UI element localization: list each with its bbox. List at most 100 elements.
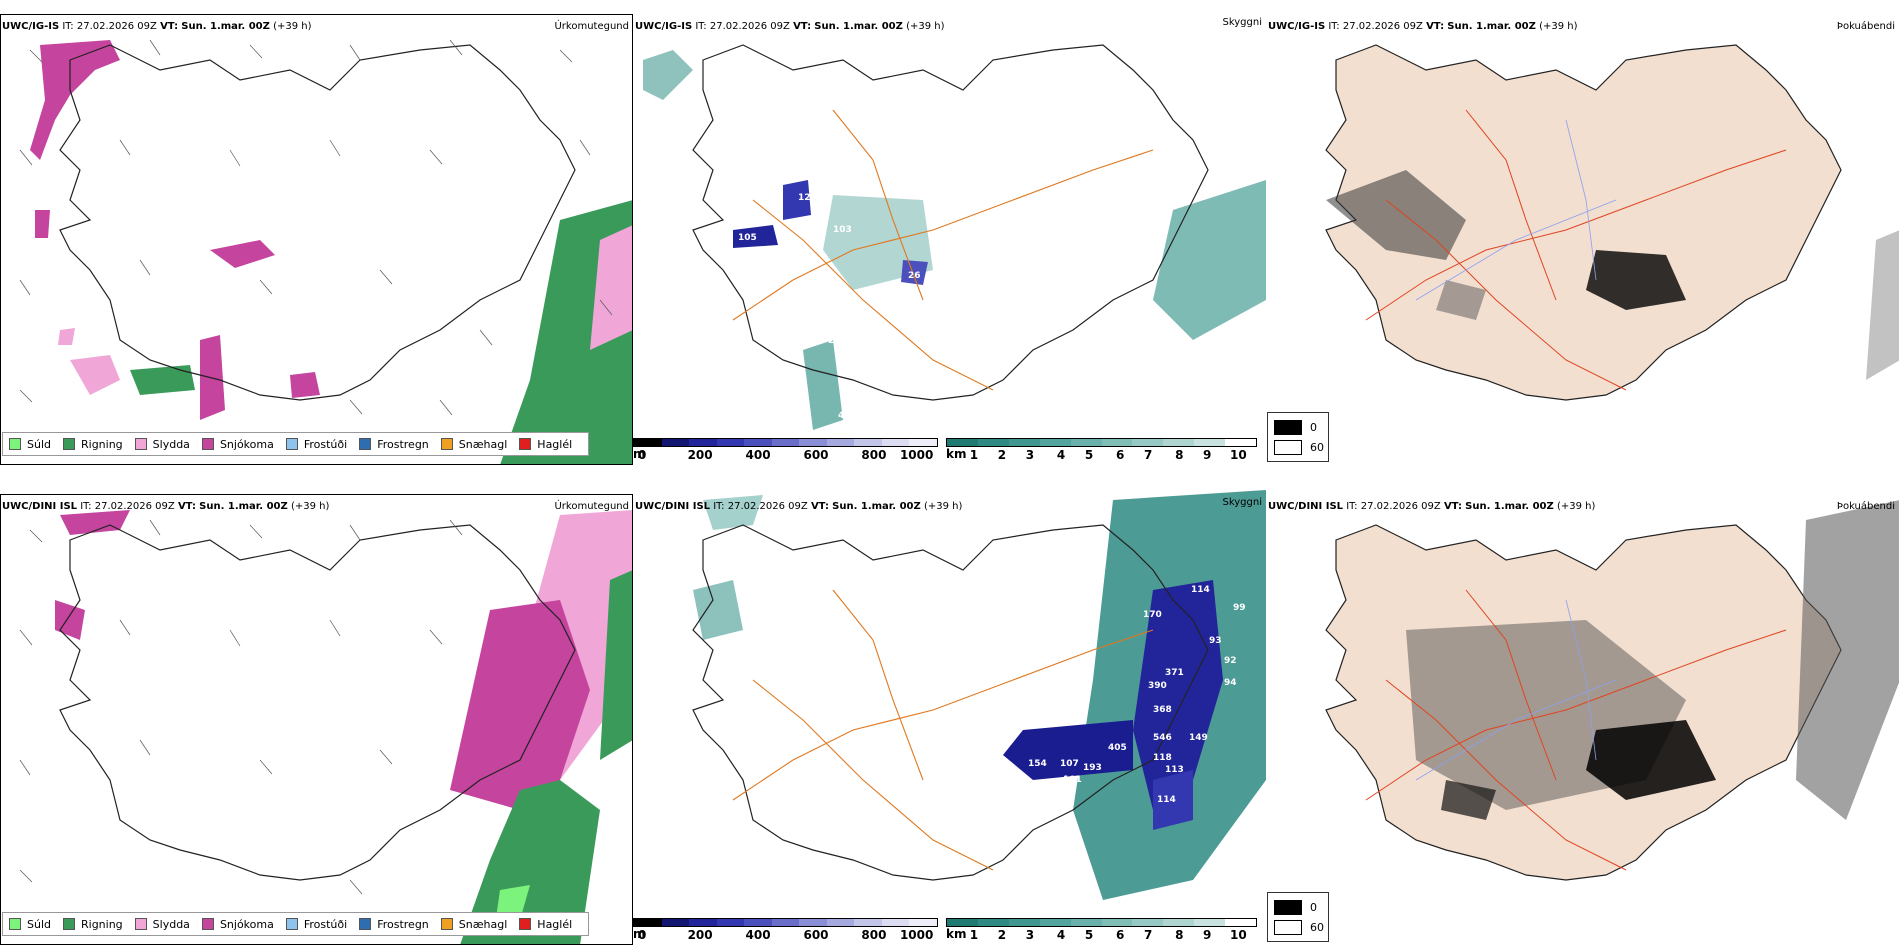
legend-item: Frostregn	[359, 438, 429, 451]
legend-swatch	[519, 918, 532, 930]
tick-label: 1	[969, 928, 979, 942]
tick-label: 600	[803, 448, 829, 462]
fog-key-swatch	[1274, 419, 1302, 435]
legend-label: Haglél	[537, 437, 573, 451]
ceiling-label: 22	[828, 336, 841, 346]
fog-key-label: 60	[1310, 440, 1324, 454]
ceiling-label: 114	[1157, 795, 1176, 805]
legend-item: Haglél	[519, 438, 572, 451]
fog-key-label: 0	[1310, 900, 1317, 914]
legend-label: Rigning	[81, 437, 123, 451]
ceiling-label: 193	[1083, 763, 1102, 773]
fog-key-label: 60	[1310, 920, 1324, 934]
ceiling-unit: m	[633, 447, 646, 461]
ceiling-labels: 12 103 105 98 26 22 18 44	[721, 193, 921, 421]
legend-swatch	[134, 438, 147, 450]
ceiling-label: 93	[1209, 636, 1222, 646]
tick-label: 9	[1203, 448, 1212, 462]
tick-label: 8	[1175, 448, 1184, 462]
legend-label: Slydda	[152, 917, 190, 931]
tick-label: 10	[1229, 448, 1247, 462]
legend-item: Frostúði	[285, 438, 347, 451]
legend-item: Súld	[9, 438, 51, 451]
tick-label: 0	[637, 928, 647, 942]
ceiling-colorbar-ticks: 0 200 400 600 800 1000	[633, 447, 938, 462]
legend-label: Haglél	[537, 917, 573, 931]
precip-map-row2[interactable]	[0, 480, 633, 945]
legend-label: Frostregn	[377, 917, 429, 931]
legend-swatch	[359, 438, 372, 450]
ceiling-label: 390	[1148, 681, 1167, 691]
tick-label: 5	[1084, 448, 1094, 462]
panel-header: UWC/DINI ISL IT: 27.02.2026 09Z VT: Sun.…	[1268, 501, 1596, 512]
tick-label: 7	[1143, 928, 1153, 942]
tick-label: 3	[1025, 448, 1035, 462]
ceiling-label: 405	[1108, 743, 1127, 753]
panel-title: Þokuábendi	[1836, 21, 1895, 32]
tick-label: 9	[1203, 928, 1212, 942]
legend-item: Rigning	[63, 918, 123, 931]
precip-type-panel-row1: UWC/IG-IS IT: 27.02.2026 09Z VT: Sun. 1.…	[0, 0, 633, 465]
tick-label: 200	[687, 448, 713, 462]
fog-map-row2[interactable]	[1266, 480, 1899, 945]
ceiling-label: 18	[721, 393, 734, 403]
fog-key-row2: 0 60	[1267, 892, 1329, 942]
ceiling-label: 170	[1143, 610, 1162, 620]
legend-item: Snjókoma	[201, 438, 274, 451]
legend-item: Rigning	[63, 438, 123, 451]
legend-label: Rigning	[81, 917, 123, 931]
ceiling-label: 368	[1153, 705, 1172, 715]
legend-item: Slydda	[134, 438, 190, 451]
ceiling-labels: 114 99 170 93 92 94 390 371 368 546 149 …	[1028, 585, 1246, 805]
legend-swatch	[201, 918, 214, 930]
legend-item: Frostregn	[359, 918, 429, 931]
ceiling-label: 101	[1063, 775, 1082, 785]
tick-label: 2	[997, 928, 1007, 942]
ceiling-label: 103	[833, 225, 852, 235]
tick-label: 4	[1056, 928, 1066, 942]
legend-label: Snæhagl	[458, 917, 508, 931]
legend-label: Snjókoma	[219, 917, 274, 931]
ceiling-label: 154	[1028, 759, 1047, 769]
legend-swatch	[285, 438, 298, 450]
visibility-colorbar-scale	[946, 918, 1257, 927]
legend-swatch	[9, 918, 21, 930]
fog-key-swatch	[1274, 899, 1302, 915]
tick-label: 6	[1115, 448, 1125, 462]
tick-label: 800	[861, 928, 887, 942]
tick-label: 1000	[899, 928, 934, 942]
tick-label: 400	[745, 928, 771, 942]
precip-legend: Súld Rigning Slydda Snjókoma Frostúði Fr…	[2, 432, 590, 456]
legend-swatch	[63, 438, 75, 450]
visibility-colorbar-ticks: 1 2 3 4 5 6 7 8 9 10	[946, 447, 1257, 462]
ceiling-label: 99	[1233, 603, 1246, 613]
fog-key-item: 0	[1274, 417, 1328, 437]
fog-key-item: 60	[1274, 437, 1328, 457]
ceiling-colorbar-scale	[633, 918, 938, 927]
panel-title: Skyggni	[1222, 17, 1262, 28]
legend-item: Snæhagl	[440, 917, 508, 931]
tick-label: 400	[745, 448, 771, 462]
cloud-map-row2[interactable]: 114 99 170 93 92 94 390 371 368 546 149 …	[633, 480, 1266, 945]
tick-label: 600	[803, 928, 829, 942]
cloud-map-row1[interactable]: 12 103 105 98 26 22 18 44	[633, 0, 1266, 465]
ceiling-label: 12	[798, 193, 811, 203]
legend-swatch	[519, 438, 532, 450]
fog-map-row1[interactable]	[1266, 0, 1899, 465]
fog-key-item: 0	[1274, 897, 1328, 917]
precip-map-row1[interactable]	[0, 0, 633, 465]
legend-swatch	[440, 918, 453, 930]
legend-label: Súld	[27, 917, 51, 931]
panel-header: UWC/DINI ISL IT: 27.02.2026 09Z VT: Sun.…	[2, 501, 330, 512]
ceiling-label: 113	[1165, 765, 1184, 775]
fog-key-swatch	[1274, 919, 1302, 935]
panel-title: Úrkomutegund	[554, 501, 629, 512]
legend-swatch	[285, 918, 298, 930]
ceiling-label: 107	[1060, 759, 1079, 769]
tick-label: 3	[1025, 928, 1035, 942]
tick-label: 800	[861, 448, 887, 462]
legend-item: Haglél	[519, 918, 572, 931]
ceiling-label: 44	[838, 411, 851, 421]
fog-key-item: 60	[1274, 917, 1328, 937]
panel-title: Skyggni	[1222, 497, 1262, 508]
